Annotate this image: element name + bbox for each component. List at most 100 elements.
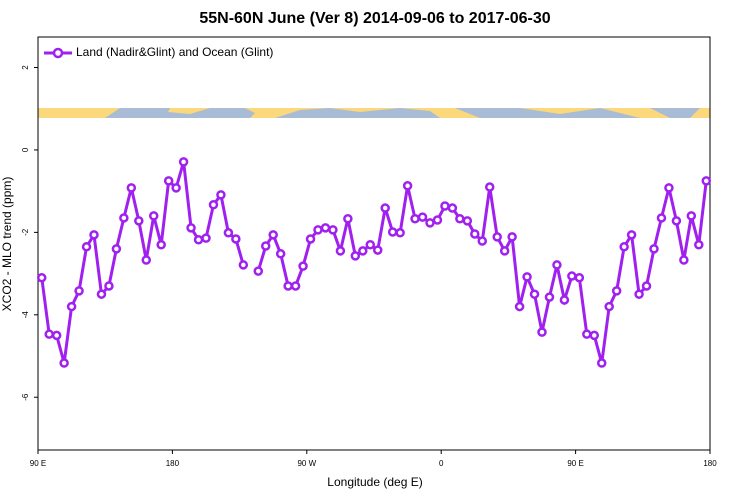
data-point [358, 246, 368, 256]
data-point [694, 239, 704, 250]
data-point [656, 213, 667, 223]
data-point [156, 239, 166, 250]
data-point [328, 225, 338, 235]
data-point [178, 157, 189, 167]
data-point [611, 286, 622, 296]
y-axis-label: XCO2 - MLO trend (ppm) [0, 177, 14, 312]
data-point [507, 232, 517, 242]
data-point [74, 286, 84, 296]
y-tick-label: -4 [21, 311, 30, 319]
data-point [387, 227, 398, 237]
data-line [40, 161, 708, 364]
legend-label: Land (Nadir&Glint) and Ocean (Glint) [76, 45, 273, 59]
x-tick-label: 90 W [297, 459, 316, 468]
data-point [410, 214, 420, 224]
data-point [679, 255, 689, 265]
data-point [671, 216, 682, 226]
data-point [455, 214, 465, 224]
data-point [641, 281, 652, 291]
data-point [298, 261, 308, 271]
data-point [372, 245, 383, 255]
data-point [619, 242, 629, 252]
data-point [275, 249, 286, 259]
data-point [634, 289, 644, 299]
data-point [380, 203, 390, 213]
data-point [470, 229, 480, 239]
data-point [552, 260, 562, 270]
data-point [402, 181, 413, 191]
data-point [313, 225, 323, 235]
data-point [201, 233, 211, 243]
data-point [268, 230, 278, 240]
data-point [649, 244, 659, 254]
x-axis-label: Longitude (deg E) [327, 475, 422, 489]
data-point [514, 301, 525, 312]
data-point [425, 218, 435, 228]
data-point [529, 289, 540, 299]
y-tick-label: -2 [21, 228, 30, 236]
data-point [559, 295, 570, 305]
y-tick-label: 0 [21, 147, 30, 152]
data-point [343, 214, 353, 224]
data-point [141, 255, 152, 265]
x-tick-label: 0 [439, 459, 444, 468]
data-point [350, 251, 361, 261]
data-point [193, 235, 204, 245]
data-point [290, 281, 301, 291]
data-point [432, 215, 443, 225]
data-point [484, 182, 495, 192]
data-point [44, 329, 54, 339]
data-point [89, 230, 99, 240]
data-point [305, 234, 316, 244]
data-point [499, 246, 510, 256]
x-tick-label: 90 E [567, 459, 583, 468]
y-tick-label: -6 [21, 393, 30, 401]
data-point [126, 183, 137, 193]
data-point [365, 239, 376, 250]
data-point [51, 330, 62, 341]
data-point [574, 272, 585, 283]
data-point [134, 216, 144, 226]
x-tick-label: 180 [703, 459, 717, 468]
data-point [522, 272, 532, 282]
data-point [186, 223, 196, 233]
data-point [589, 330, 600, 341]
data-point [477, 236, 488, 246]
data-point [626, 230, 637, 240]
map-strip [38, 108, 710, 118]
data-point [686, 211, 697, 221]
data-point [231, 234, 241, 244]
data-point [260, 241, 271, 251]
data-point [208, 200, 219, 210]
data-point [119, 213, 129, 223]
data-point [462, 216, 473, 226]
data-point [537, 327, 547, 337]
chart-title: 55N-60N June (Ver 8) 2014-09-06 to 2017-… [199, 10, 550, 27]
data-point [238, 260, 249, 270]
data-point [81, 242, 92, 252]
data-point [664, 183, 674, 193]
data-point [395, 228, 405, 238]
data-point [582, 329, 592, 339]
data-point [223, 228, 234, 238]
data-point [596, 358, 607, 368]
data-point [36, 272, 47, 283]
data-point [66, 301, 77, 312]
legend-marker [52, 47, 64, 59]
data-point [447, 203, 458, 213]
data-point [320, 223, 331, 233]
data-point [544, 292, 555, 302]
data-point [253, 266, 264, 276]
x-tick-label: 180 [166, 459, 180, 468]
y-tick-label: 2 [21, 65, 30, 70]
data-point [96, 289, 107, 299]
data-point [335, 246, 346, 256]
data-point [604, 301, 614, 312]
data-point [417, 212, 428, 222]
data-point [492, 232, 502, 242]
data-point [216, 190, 226, 200]
data-point [104, 281, 114, 291]
plot-frame [37, 36, 711, 451]
data-point [440, 201, 450, 211]
